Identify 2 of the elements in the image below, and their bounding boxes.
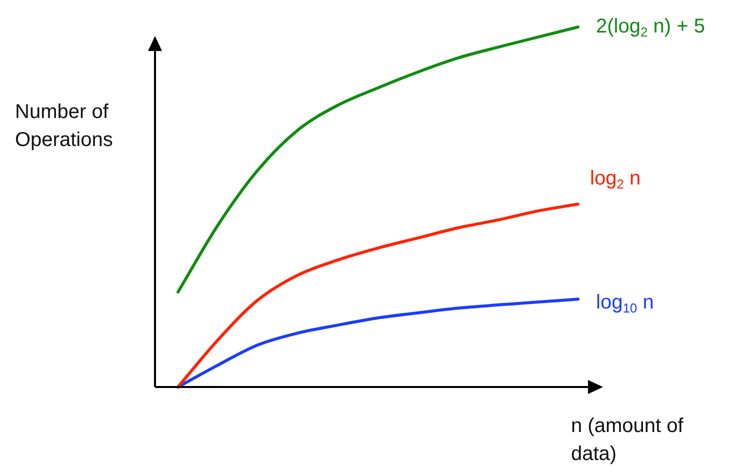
y-axis-title: Number of Operations — [15, 100, 114, 153]
x-axis-title: n (amount of data) — [571, 414, 684, 467]
